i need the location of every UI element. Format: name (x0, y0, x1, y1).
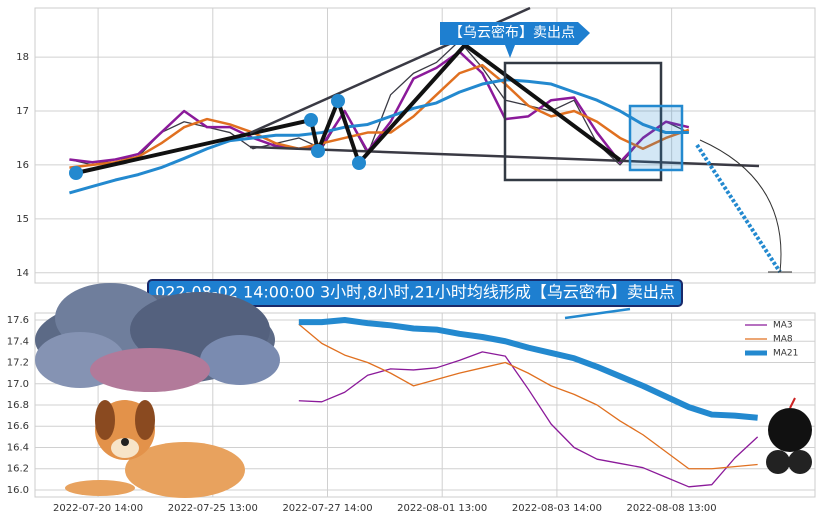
box (503, 61, 663, 182)
y-tick-label: 18 (16, 52, 29, 63)
x-tick-label: 2022-07-25 13:00 (168, 503, 258, 514)
dot (352, 156, 366, 170)
legend-label: MA8 (773, 335, 793, 345)
series-line (298, 351, 759, 488)
arc (699, 139, 782, 273)
y-tick-label: 17.0 (7, 379, 29, 390)
y-tick-label: 14 (16, 268, 29, 279)
x-tick-label: 2022-07-20 14:00 (53, 503, 143, 514)
series-line (69, 63, 690, 169)
bomb-image (766, 397, 812, 474)
y-tick-label: 15 (16, 214, 29, 225)
x-tick-label: 2022-08-03 14:00 (512, 503, 602, 514)
series-line (69, 40, 690, 166)
y-tick-label: 16.0 (7, 485, 29, 496)
y-tick-label: 16 (16, 160, 29, 171)
dog-image (65, 400, 245, 498)
series-line (298, 323, 758, 470)
series-line (69, 78, 689, 195)
y-tick-label: 17.4 (7, 336, 29, 347)
y-tick-label: 16.8 (7, 400, 29, 411)
legend-label: MA3 (773, 321, 793, 331)
y-tick-label: 16.2 (7, 464, 29, 475)
dot (311, 144, 325, 158)
x-tick-label: 2022-08-01 13:00 (397, 503, 487, 514)
legend-label: MA21 (773, 349, 798, 359)
dot (69, 166, 83, 180)
y-tick-label: 17 (16, 106, 29, 117)
y-tick-label: 17.6 (7, 315, 29, 326)
dot (331, 94, 345, 108)
box (628, 104, 684, 172)
callout-box (440, 22, 590, 58)
callout-text: 【乌云密布】卖出点 (449, 24, 575, 41)
banner-text: 022-08-02 14:00:00 3小时,8小时,21小时均线形成【乌云密布… (155, 283, 675, 302)
projection (695, 143, 782, 274)
y-tick-label: 17.2 (7, 358, 29, 369)
series-line (298, 317, 758, 421)
y-tick-label: 16.6 (7, 421, 29, 432)
banner-arrow (564, 307, 631, 320)
x-tick-label: 2022-08-08 13:00 (627, 503, 717, 514)
cloud-image (35, 283, 280, 392)
y-tick-label: 16.4 (7, 442, 29, 453)
dot (304, 113, 318, 127)
x-tick-label: 2022-07-27 14:00 (282, 503, 372, 514)
decorations: 【乌云密布】卖出点 022-08-02 14:00:00 3小时,8小时,21小… (35, 6, 812, 498)
